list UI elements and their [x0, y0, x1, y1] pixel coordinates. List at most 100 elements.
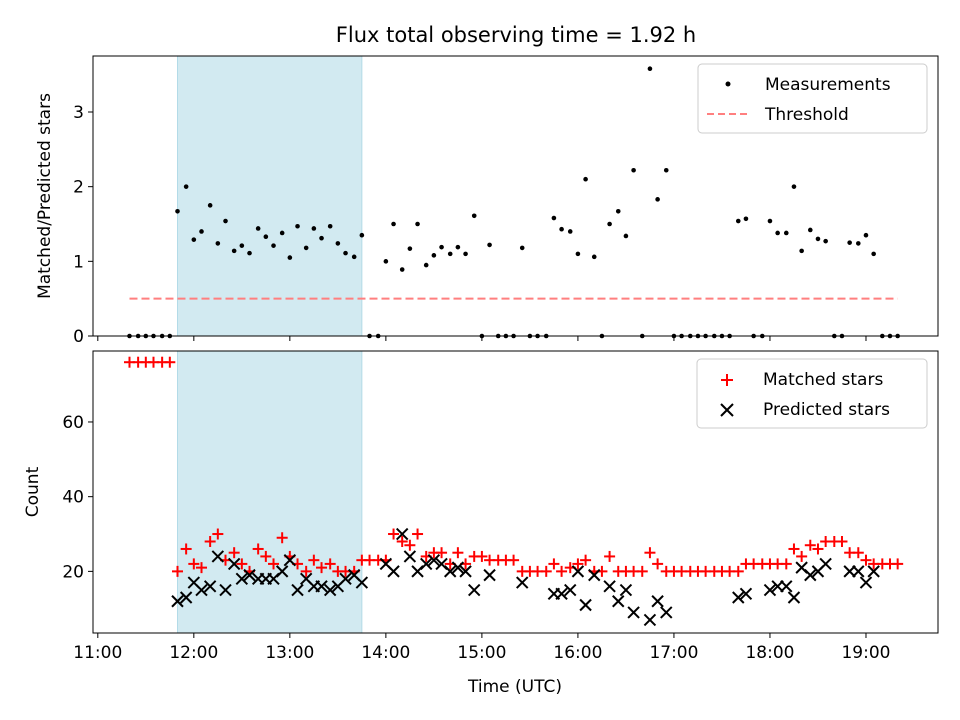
- measurement-point: [431, 253, 437, 258]
- matched-star-point: [268, 558, 280, 570]
- predicted-star-point: [171, 595, 184, 608]
- bottom-y-tick-label: 60: [62, 413, 84, 433]
- measurement-point: [856, 241, 861, 246]
- matched-star-point: [796, 550, 808, 562]
- matched-star-point: [252, 543, 264, 555]
- predicted-star-point: [315, 580, 328, 593]
- matched-star-point: [476, 550, 488, 562]
- matched-star-point: [164, 356, 176, 368]
- predicted-star-point: [323, 583, 337, 597]
- matched-star-point: [852, 547, 864, 559]
- measurement-point: [631, 167, 636, 173]
- measurement-point: [767, 218, 773, 224]
- x-tick-label: 17:00: [649, 643, 698, 663]
- matched-star-point: [212, 528, 224, 540]
- predicted-star-point: [579, 598, 592, 612]
- predicted-star-point: [763, 583, 777, 597]
- predicted-star-point: [780, 580, 793, 593]
- predicted-star-point: [195, 583, 208, 597]
- bottom-y-axis-label: Count: [23, 466, 43, 517]
- measurement-point: [655, 197, 660, 202]
- bottom-legend-box: [696, 358, 928, 429]
- predicted-star-point: [355, 576, 369, 589]
- measurement-point: [647, 66, 653, 71]
- matched-star-point: [308, 554, 320, 566]
- measurement-point: [255, 226, 261, 231]
- measurement-point: [359, 232, 365, 238]
- measurement-point: [343, 250, 348, 256]
- predicted-star-point: [427, 553, 441, 567]
- predicted-star-point: [179, 591, 193, 604]
- matched-star-point: [556, 565, 568, 577]
- measurement-point: [447, 251, 453, 257]
- predicted-star-point: [443, 565, 457, 578]
- measurement-point: [215, 241, 221, 246]
- measurement-point: [319, 235, 324, 241]
- matched-star-point: [236, 558, 248, 570]
- measurement-point: [207, 203, 213, 208]
- predicted-star-point: [227, 557, 241, 571]
- measurement-point: [239, 243, 245, 248]
- predicted-star-point: [387, 565, 400, 578]
- predicted-star-point: [235, 572, 249, 586]
- matched-star-point: [788, 543, 800, 555]
- predicted-star-point: [859, 576, 873, 589]
- matched-star-point: [204, 535, 216, 547]
- measurement-point: [455, 244, 461, 250]
- matched-star-point: [324, 558, 336, 570]
- matched-star-point: [172, 565, 183, 577]
- matched-star-point: [636, 565, 648, 577]
- predicted-star-point: [516, 576, 529, 589]
- measurement-point: [175, 209, 180, 214]
- matched-star-point: [604, 550, 616, 562]
- measurement-point: [615, 209, 621, 214]
- measurement-point: [591, 254, 597, 260]
- matched-star-point: [732, 565, 744, 577]
- matched-star-point: [196, 562, 208, 574]
- bottom-y-tick-label: 20: [62, 562, 84, 582]
- measurement-point: [791, 184, 797, 189]
- measurement-point: [487, 242, 492, 248]
- matched-star-point: [540, 565, 552, 577]
- x-tick-label: 11:00: [73, 643, 122, 663]
- predicted-star-point: [619, 583, 633, 597]
- legend-matched-marker: [721, 374, 733, 386]
- predicted-star-point: [804, 568, 817, 582]
- top-legend: Measurements Threshold: [697, 63, 928, 134]
- measurement-point: [423, 262, 429, 268]
- matched-star-point: [388, 528, 400, 540]
- predicted-star-point: [291, 583, 304, 597]
- measurement-point: [471, 213, 477, 219]
- matched-star-point: [860, 554, 872, 566]
- legend-measurements-label: Measurements: [765, 75, 891, 95]
- top-chart-title: Flux total observing time = 1.92 h: [336, 23, 696, 47]
- legend-threshold-label: Threshold: [764, 105, 849, 125]
- matched-star-point: [180, 543, 192, 555]
- predicted-star-point: [275, 565, 289, 578]
- measurement-point: [231, 248, 237, 254]
- x-tick-label: 13:00: [265, 643, 314, 663]
- measurement-point: [519, 245, 525, 251]
- predicted-star-point: [211, 550, 225, 563]
- predicted-star-point: [571, 565, 585, 578]
- measurement-point: [191, 237, 197, 242]
- matched-star-point: [396, 535, 408, 547]
- x-axis-label: Time (UTC): [467, 677, 562, 697]
- matched-star-point: [300, 565, 312, 577]
- matched-star-point: [780, 558, 792, 570]
- predicted-star-point: [867, 565, 880, 578]
- legend-measurements-marker: [725, 81, 731, 87]
- matched-star-point: [548, 558, 560, 570]
- predicted-star-point: [203, 580, 217, 593]
- measurement-point: [559, 226, 564, 232]
- measurement-point: [607, 221, 612, 227]
- predicted-star-point: [419, 557, 433, 571]
- measurement-point: [199, 229, 204, 234]
- legend-predicted-marker: [720, 403, 734, 417]
- top-axes-frame: [92, 55, 939, 337]
- predicted-star-point: [403, 550, 417, 563]
- predicted-star-point: [483, 568, 496, 582]
- predicted-star-point: [564, 583, 577, 597]
- measurement-point: [295, 223, 300, 229]
